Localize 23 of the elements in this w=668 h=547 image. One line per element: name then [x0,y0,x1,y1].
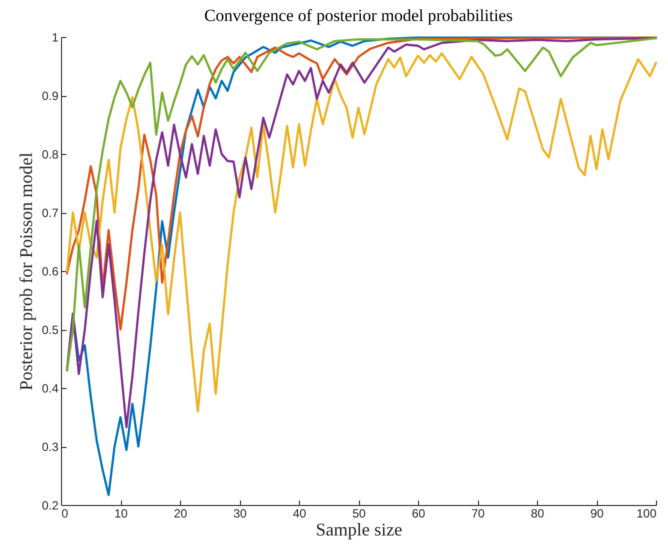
x-tick-label: 70 [471,506,485,520]
x-tick-label: 60 [412,506,426,520]
y-tick-label: 0.8 [42,148,59,162]
y-tick-label: 0.4 [42,382,59,396]
x-tick-label: 0 [62,506,68,520]
y-axis-title: Posterior prob for Poisson model [16,152,36,390]
chart-title: Convergence of posterior model probabilities [204,6,513,25]
y-tick-label: 0.5 [42,323,59,337]
x-tick-label: 30 [233,506,247,520]
x-tick-label: 40 [292,506,306,520]
x-tick-label: 100 [636,506,657,520]
y-tick-label: 0.9 [42,89,59,103]
x-axis-title: Sample size [316,520,402,540]
x-tick-label: 90 [590,506,604,520]
y-tick-label: 0.2 [42,498,59,512]
y-tick-label: 0.6 [42,264,59,278]
y-tick-label: 0.3 [42,440,59,454]
x-tick-label: 80 [530,506,544,520]
x-tick-label: 50 [352,506,366,520]
x-tick-label: 10 [114,506,128,520]
y-tick-label: 0.7 [42,206,59,220]
y-tick-label: 1 [52,30,59,44]
x-tick-label: 20 [174,506,188,520]
